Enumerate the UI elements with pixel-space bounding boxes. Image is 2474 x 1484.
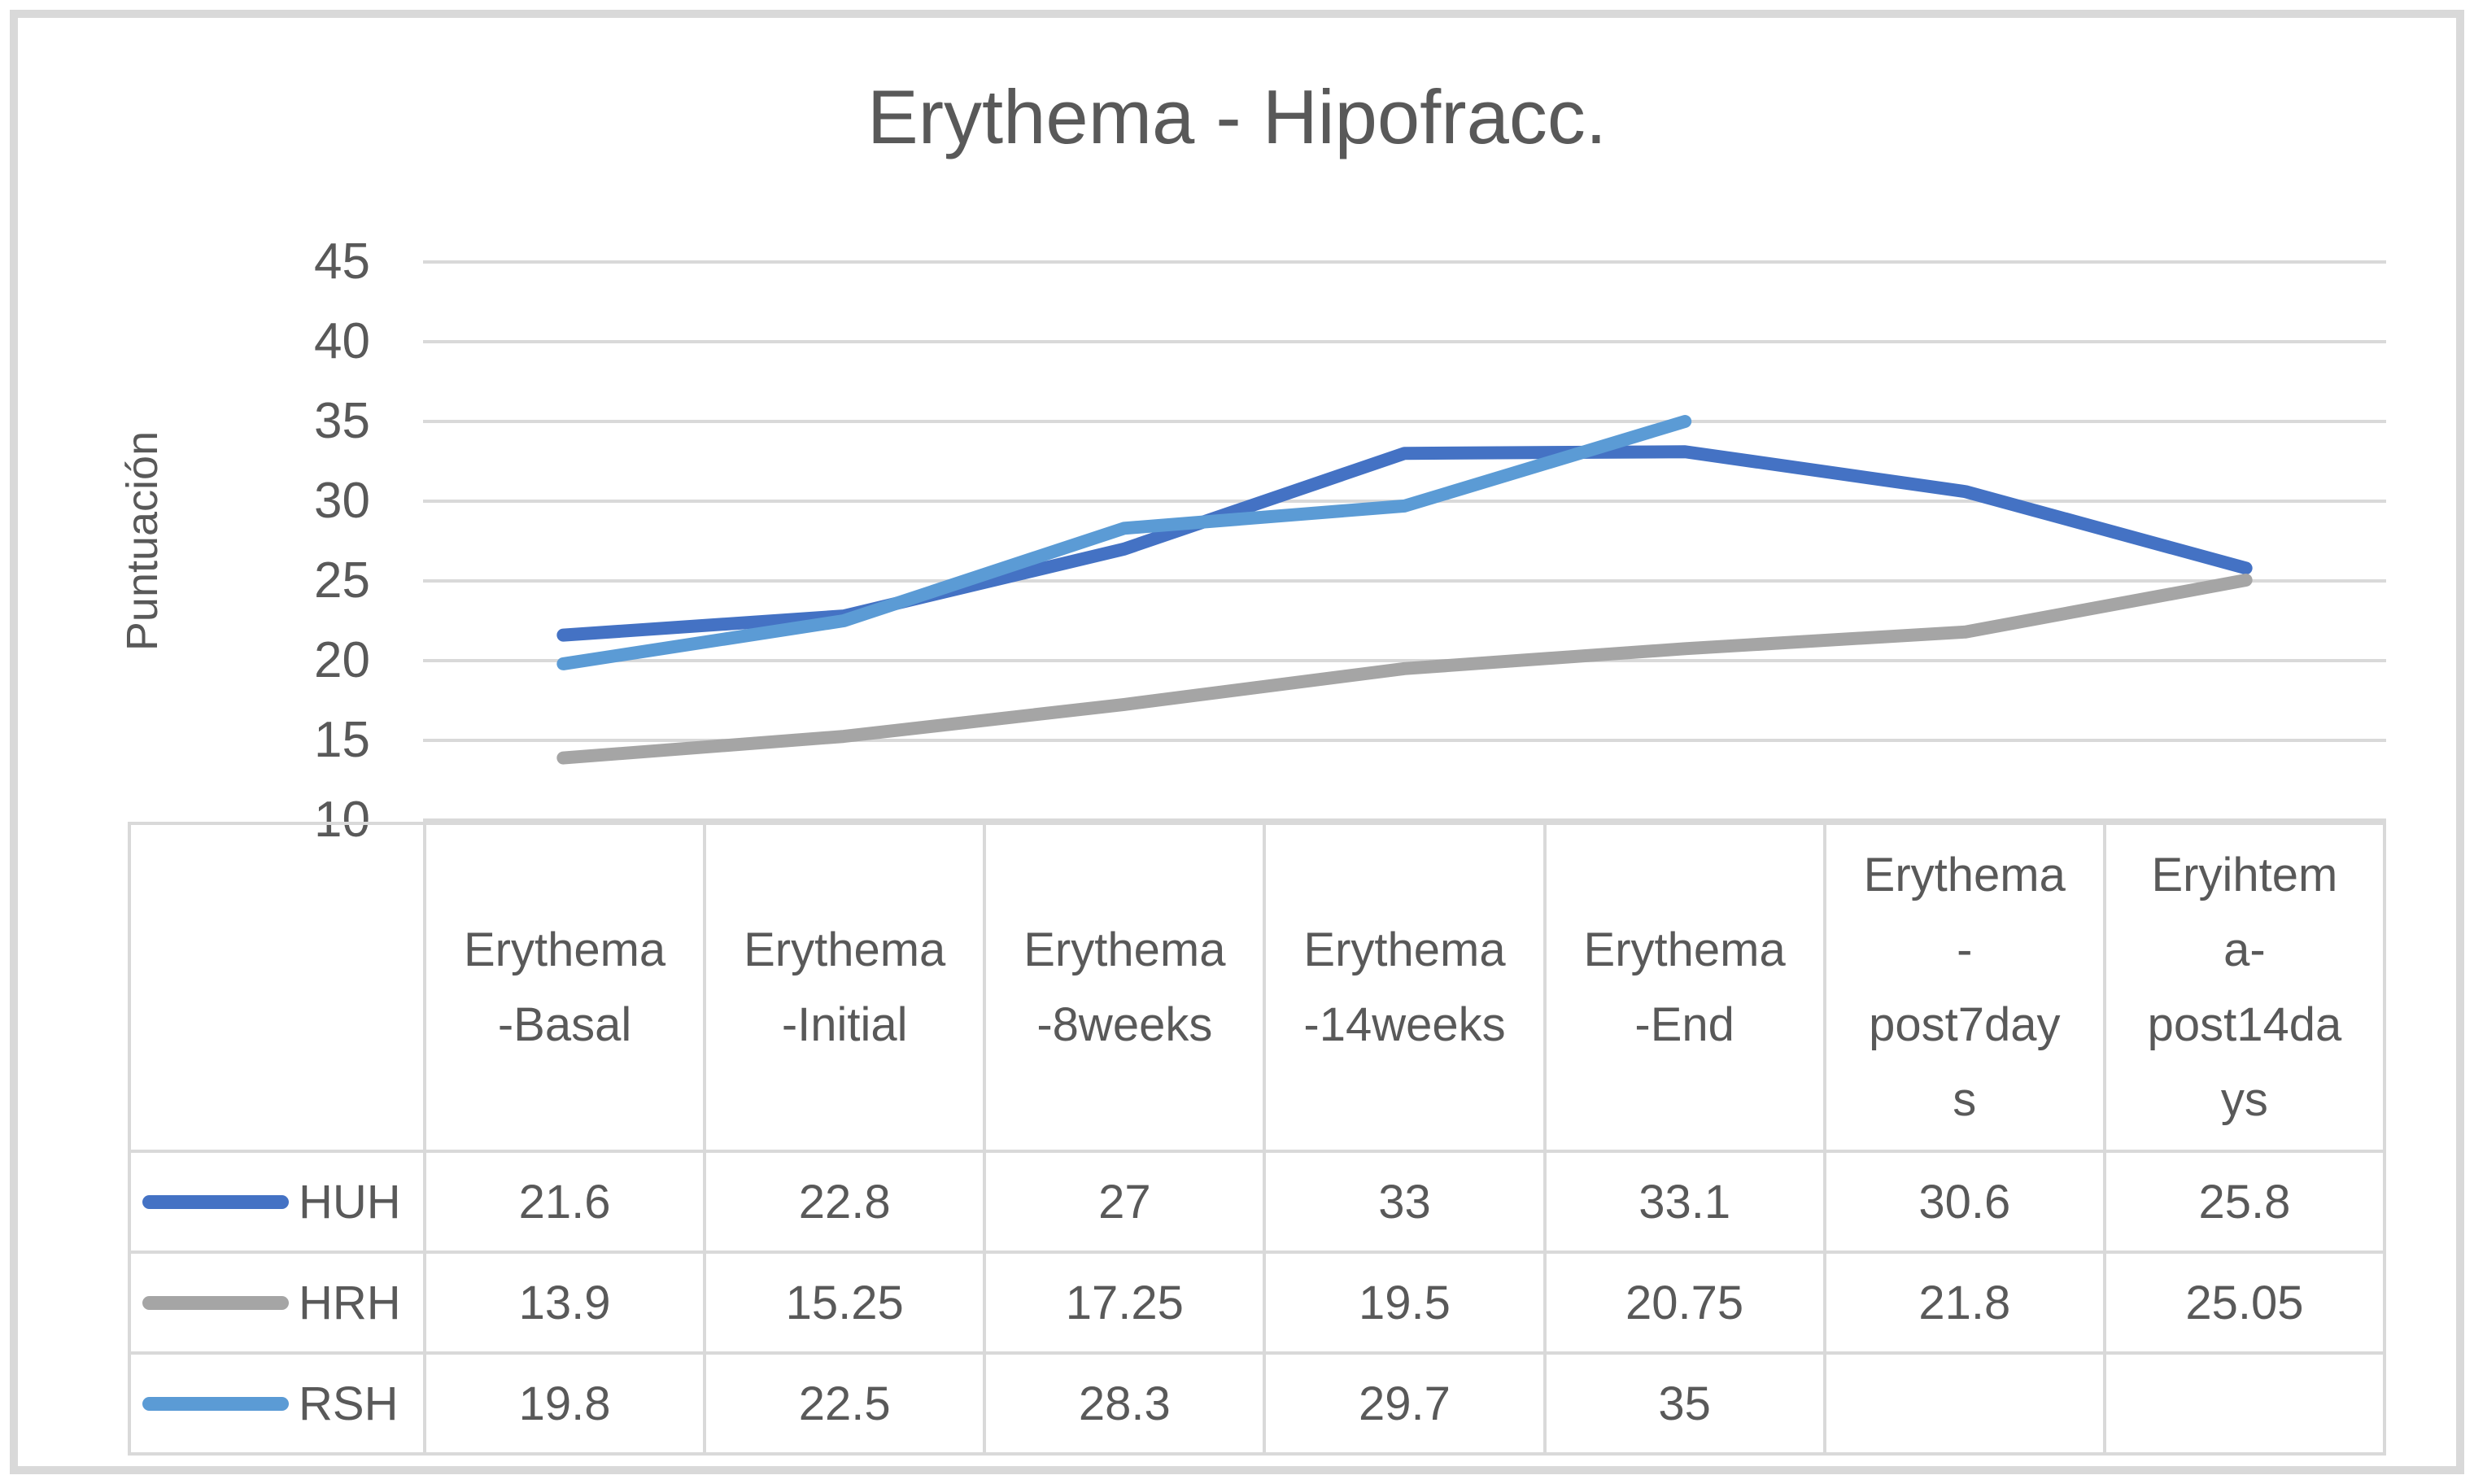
value-cell: 19.5 xyxy=(1263,1250,1547,1355)
line-series-hrh xyxy=(556,574,2253,765)
value-cell: 17.25 xyxy=(983,1250,1267,1355)
y-tick-15: 15 xyxy=(314,712,370,768)
line-series-rsh xyxy=(556,415,1692,670)
legend-label-huh: HUH xyxy=(299,1175,401,1229)
y-tick-30: 30 xyxy=(314,473,370,529)
chart-title: Erythema - Hipofracc. xyxy=(867,74,1607,159)
value-cell: 30.6 xyxy=(1822,1150,2106,1254)
value-cell: 27 xyxy=(983,1150,1267,1254)
value-cell: 22.5 xyxy=(703,1351,987,1456)
y-tick-40: 40 xyxy=(314,313,370,369)
value-cell: 21.6 xyxy=(422,1150,707,1254)
line-chart-plot-area xyxy=(423,260,2386,822)
header-cell-14weeks: Erythema -14weeks xyxy=(1263,822,1547,1153)
legend-cell-huh: HUH xyxy=(128,1150,426,1254)
legend-swatch-hrh-icon xyxy=(142,1295,289,1310)
table-row-rsh: RSH 19.8 22.5 28.3 29.7 35 xyxy=(128,1351,2387,1456)
y-tick-20: 20 xyxy=(314,632,370,688)
y-tick-45: 45 xyxy=(314,234,370,290)
chart-data-table: Erythema -Basal Erythema -Initial Erythe… xyxy=(128,822,2387,1456)
table-row-huh: HUH 21.6 22.8 27 33 33.1 30.6 25.8 xyxy=(128,1150,2387,1254)
y-tick-35: 35 xyxy=(314,393,370,449)
value-cell: 21.8 xyxy=(1822,1250,2106,1355)
value-cell: 19.8 xyxy=(422,1351,707,1456)
value-cell: 33.1 xyxy=(1542,1150,1826,1254)
value-cell: 35 xyxy=(1542,1351,1826,1456)
legend-label-hrh: HRH xyxy=(299,1276,401,1329)
y-tick-25: 25 xyxy=(314,552,370,609)
value-cell: 15.25 xyxy=(703,1250,987,1355)
value-cell: 33 xyxy=(1263,1150,1547,1254)
table-row-hrh: HRH 13.9 15.25 17.25 19.5 20.75 21.8 25.… xyxy=(128,1250,2387,1355)
legend-label-rsh: RSH xyxy=(299,1377,399,1430)
header-cell-end: Erythema -End xyxy=(1542,822,1826,1153)
value-cell: 13.9 xyxy=(422,1250,707,1355)
value-cell: 25.05 xyxy=(2102,1250,2387,1355)
header-cell-basal: Erythema -Basal xyxy=(422,822,707,1153)
header-cell-post7days: Erythema - post7day s xyxy=(1822,822,2106,1153)
value-cell: 25.8 xyxy=(2102,1150,2387,1254)
value-cell: 29.7 xyxy=(1263,1351,1547,1456)
header-cell-8weeks: Erythema -8weeks xyxy=(983,822,1267,1153)
table-corner-cell xyxy=(128,822,426,1153)
value-cell xyxy=(1822,1351,2106,1456)
header-cell-post14days: Eryihtem a- post14da ys xyxy=(2102,822,2387,1153)
header-cell-initial: Erythema -Initial xyxy=(703,822,987,1153)
value-cell: 28.3 xyxy=(983,1351,1267,1456)
legend-swatch-huh-icon xyxy=(142,1194,289,1209)
legend-cell-rsh: RSH xyxy=(128,1351,426,1456)
legend-cell-hrh: HRH xyxy=(128,1250,426,1355)
horizontal-gridlines xyxy=(423,260,2386,822)
legend-swatch-rsh-icon xyxy=(142,1396,289,1411)
table-header-row: Erythema -Basal Erythema -Initial Erythe… xyxy=(128,822,2387,1153)
value-cell: 20.75 xyxy=(1542,1250,1826,1355)
line-series-huh xyxy=(556,445,2253,642)
value-cell: 22.8 xyxy=(703,1150,987,1254)
value-cell xyxy=(2102,1351,2387,1456)
